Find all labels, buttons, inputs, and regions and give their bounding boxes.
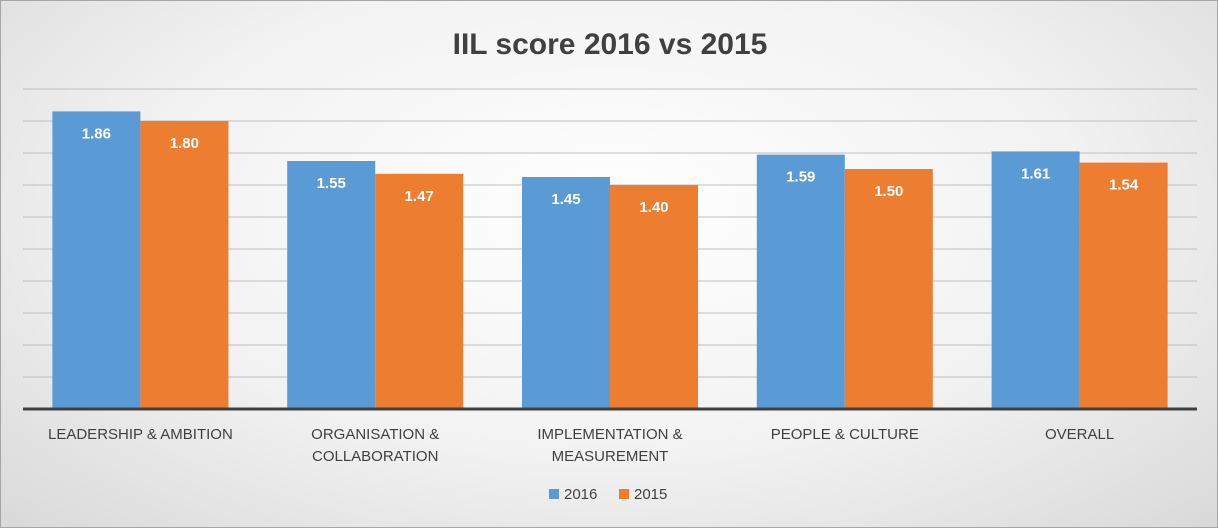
data-label-2016-4: 1.61 bbox=[1021, 165, 1050, 182]
bar-2015-3 bbox=[844, 169, 933, 409]
data-label-2016-3: 1.59 bbox=[786, 169, 815, 186]
data-label-2016-0: 1.86 bbox=[82, 125, 111, 142]
data-label-2016-2: 1.45 bbox=[551, 191, 580, 208]
data-label-2016-1: 1.55 bbox=[317, 175, 346, 192]
data-label-2015-2: 1.40 bbox=[639, 199, 668, 216]
category-label-2: IMPLEMENTATION & MEASUREMENT bbox=[537, 426, 682, 465]
category-label-3: PEOPLE & CULTURE bbox=[771, 426, 919, 443]
data-label-2015-3: 1.50 bbox=[874, 183, 903, 200]
legend-label-2015: 2015 bbox=[634, 486, 667, 503]
data-label-2015-1: 1.47 bbox=[405, 188, 434, 205]
bar-2016-0 bbox=[52, 111, 141, 410]
bar-2015-4 bbox=[1079, 162, 1168, 409]
bar-2016-1 bbox=[287, 161, 376, 409]
bar-2015-1 bbox=[375, 173, 464, 409]
legend-swatch-2016 bbox=[549, 489, 559, 499]
category-label-0: LEADERSHIP & AMBITION bbox=[48, 426, 233, 443]
category-labels: LEADERSHIP & AMBITION ORGANISATION & COLLA… bbox=[48, 426, 1114, 465]
legend: 2016 2015 bbox=[549, 486, 667, 503]
bar-2016-3 bbox=[756, 154, 845, 409]
chart-title: IIL score 2016 vs 2015 bbox=[453, 28, 768, 61]
category-label-1: ORGANISATION & COLLABORATION bbox=[311, 426, 439, 465]
bar-2016-2 bbox=[522, 177, 610, 409]
bar-2015-2 bbox=[610, 185, 698, 409]
data-label-2015-0: 1.80 bbox=[170, 135, 199, 152]
data-label-2015-4: 1.54 bbox=[1109, 177, 1139, 194]
bars: 1.86 1.80 1.55 1.47 1.45 1.40 1.59 1.50 1.61 1.54 bbox=[52, 111, 1168, 410]
category-label-4: OVERALL bbox=[1045, 426, 1114, 443]
legend-swatch-2015 bbox=[619, 489, 629, 499]
legend-label-2016: 2016 bbox=[564, 486, 597, 503]
bar-2015-0 bbox=[140, 121, 229, 409]
bar-2016-4 bbox=[991, 151, 1080, 409]
